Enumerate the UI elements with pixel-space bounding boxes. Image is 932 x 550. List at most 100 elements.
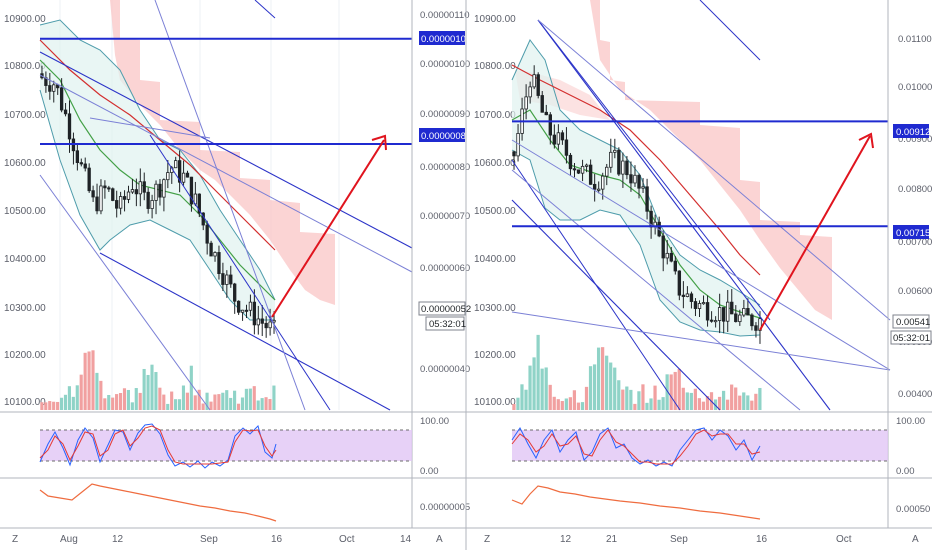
volume-bar xyxy=(130,402,134,410)
volume-bar xyxy=(568,397,572,410)
candle xyxy=(564,127,569,164)
left-fan-line xyxy=(39,174,211,411)
volume-bar xyxy=(685,392,689,410)
volume-bar xyxy=(560,401,564,410)
candle xyxy=(705,295,710,327)
left-fan-line xyxy=(154,0,306,411)
left-price-tick: 10800.00 xyxy=(4,61,46,72)
volume-bar xyxy=(629,389,633,410)
right-level-tag: 0.00715 xyxy=(893,225,930,239)
volume-bar xyxy=(197,389,201,410)
candle xyxy=(130,178,135,194)
volume-bar xyxy=(213,394,217,410)
candle xyxy=(689,291,694,309)
left-stoch-tick: 0.00 xyxy=(420,466,439,477)
candle xyxy=(584,163,589,173)
right-fan-line xyxy=(537,19,891,321)
candle xyxy=(126,185,131,204)
volume-bar xyxy=(111,397,115,410)
right-price-tick: 10600.00 xyxy=(474,158,516,169)
volume-bar xyxy=(613,367,617,410)
volume-bar xyxy=(229,397,233,410)
zoom-button[interactable]: Z xyxy=(484,534,490,545)
left-price-tick: 10100.00 xyxy=(4,397,46,408)
volume-bar xyxy=(556,399,560,410)
volume-bar xyxy=(209,401,213,410)
right-price-tick: 10100.00 xyxy=(474,397,516,408)
left-price-tick: 10400.00 xyxy=(4,254,46,265)
right-target-arrow xyxy=(759,132,874,331)
volume-bar xyxy=(617,380,621,410)
auto-scale-button[interactable]: A xyxy=(912,534,919,545)
right-bollinger-upper xyxy=(511,39,761,306)
right-volume-bars xyxy=(512,334,762,410)
right-bollinger-fill xyxy=(512,40,760,336)
left-stoch-tick: 100.00 xyxy=(420,416,449,427)
auto-scale-button[interactable]: A xyxy=(436,534,443,545)
volume-bar xyxy=(240,397,245,410)
right-channel-line xyxy=(511,199,721,411)
candle xyxy=(613,138,617,159)
volume-bar xyxy=(746,395,750,410)
candle xyxy=(617,147,621,177)
candle xyxy=(146,187,150,214)
right-stoch-tick: 0.00 xyxy=(896,466,915,477)
volume-bar xyxy=(726,399,730,410)
volume-bar xyxy=(564,398,568,410)
volume-bar xyxy=(609,362,613,410)
volume-bar xyxy=(572,390,577,410)
volume-bar xyxy=(588,366,593,410)
candle xyxy=(629,161,633,192)
candle xyxy=(709,311,714,323)
candle xyxy=(625,155,629,180)
right-fan-line xyxy=(699,0,761,61)
volume-bar xyxy=(536,334,540,410)
candle xyxy=(166,160,170,189)
candle xyxy=(681,281,686,309)
volume-bar xyxy=(83,352,87,410)
svg-text:0.00715: 0.00715 xyxy=(896,228,930,239)
left-volume-bars xyxy=(40,350,276,410)
right-price-tick: 10200.00 xyxy=(474,350,516,361)
volume-bar xyxy=(166,403,170,410)
candle xyxy=(252,289,257,335)
volume-bar xyxy=(605,355,609,410)
right-fan-line xyxy=(511,139,891,371)
volume-bar xyxy=(669,374,673,410)
volume-bar xyxy=(181,385,186,410)
zoom-button[interactable]: Z xyxy=(12,534,18,545)
candle xyxy=(544,104,548,116)
left-price-tick: 10200.00 xyxy=(4,350,46,361)
candle xyxy=(229,265,233,288)
right-chart-panel: 10900.00 10800.00 10700.00 10600.00 1050… xyxy=(474,0,932,545)
volume-bar xyxy=(633,403,637,410)
right-stoch-d xyxy=(511,429,761,465)
left-time-tick: Aug xyxy=(60,534,78,545)
volume-bar xyxy=(268,399,272,410)
volume-bar xyxy=(717,396,722,410)
right-time-tick: Oct xyxy=(836,534,852,545)
volume-bar xyxy=(693,388,697,410)
volume-bar xyxy=(576,402,581,410)
candle xyxy=(244,304,249,319)
left-level-tag: 0.00000105 xyxy=(419,31,471,45)
volume-bar xyxy=(95,372,99,410)
right-right-tick: 0.00600 xyxy=(898,286,932,297)
volume-bar xyxy=(91,350,95,410)
candle xyxy=(48,72,52,100)
left-fan-line xyxy=(89,117,211,139)
volume-bar xyxy=(758,387,762,410)
volume-bar xyxy=(115,394,119,410)
volume-bar xyxy=(236,403,241,410)
right-time-tick: 21 xyxy=(606,534,618,545)
volume-bar xyxy=(75,385,79,410)
volume-bar xyxy=(67,386,71,410)
candle xyxy=(540,90,544,113)
right-right-tick: 0.01100 xyxy=(898,34,932,45)
candle xyxy=(633,165,637,187)
volume-bar xyxy=(217,394,221,410)
left-cloud xyxy=(110,0,335,305)
candle xyxy=(661,230,665,272)
volume-bar xyxy=(272,385,276,410)
